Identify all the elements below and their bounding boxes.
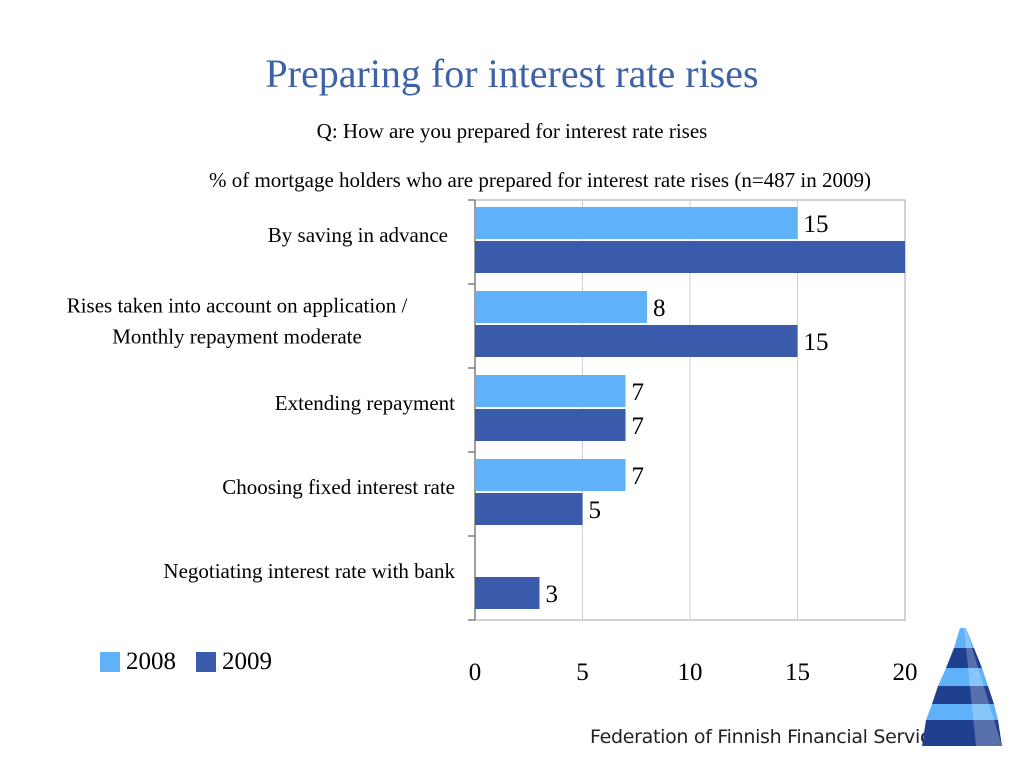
x-tick-label: 10 — [678, 659, 703, 686]
legend-swatch-2008 — [100, 652, 120, 672]
bar-2009-5 — [475, 577, 540, 609]
legend-swatch-2009 — [196, 652, 216, 672]
federation-logo-icon — [922, 628, 1002, 746]
legend-item-2008: 2008 — [100, 648, 176, 676]
data-label-2008-2: 8 — [653, 295, 666, 322]
category-label: Rises taken into account on application … — [67, 294, 408, 318]
bar-2009-2 — [475, 325, 798, 357]
category-label: By saving in advance — [268, 223, 448, 247]
bar-2009-3 — [475, 409, 626, 441]
page-title: Preparing for interest rate rises — [265, 51, 759, 96]
bar-2008-1 — [475, 207, 798, 239]
category-label: Negotiating interest rate with bank — [163, 559, 455, 583]
x-tick-label: 0 — [469, 659, 482, 686]
bar-2008-2 — [475, 291, 647, 323]
chart-subtitle: % of mortgage holders who are prepared f… — [208, 168, 872, 192]
legend-label-2008: 2008 — [126, 648, 176, 675]
category-label: Choosing fixed interest rate — [222, 475, 455, 499]
bar-chart: 15 8 7 7 15 7 5 3 By saving in advance Rises take… — [67, 199, 918, 686]
x-tick-label: 15 — [785, 659, 810, 686]
data-label-2009-5: 3 — [546, 581, 559, 608]
legend-label-2009: 2009 — [222, 648, 272, 675]
x-tick-label: 20 — [893, 659, 918, 686]
legend-item-2009: 2009 — [196, 648, 272, 676]
x-tick-label: 5 — [576, 659, 589, 686]
bar-2008-3 — [475, 375, 626, 407]
category-label: Monthly repayment moderate — [112, 325, 362, 349]
data-label-2008-1: 15 — [804, 211, 829, 238]
organization-name: Federation of Finnish Financial Services — [590, 726, 952, 748]
chart-question: Q: How are you prepared for interest rat… — [316, 119, 708, 143]
data-label-2008-3: 7 — [632, 379, 645, 406]
data-label-2009-2: 15 — [804, 329, 829, 356]
data-label-2009-4: 5 — [589, 497, 602, 524]
category-label: Extending repayment — [275, 391, 455, 415]
bar-2008-4 — [475, 459, 626, 491]
data-label-2009-3: 7 — [632, 413, 645, 440]
chart-legend: 2008 2009 — [100, 648, 292, 676]
bar-2009-4 — [475, 493, 583, 525]
data-label-2008-4: 7 — [632, 463, 645, 490]
bar-2009-1 — [475, 241, 905, 273]
